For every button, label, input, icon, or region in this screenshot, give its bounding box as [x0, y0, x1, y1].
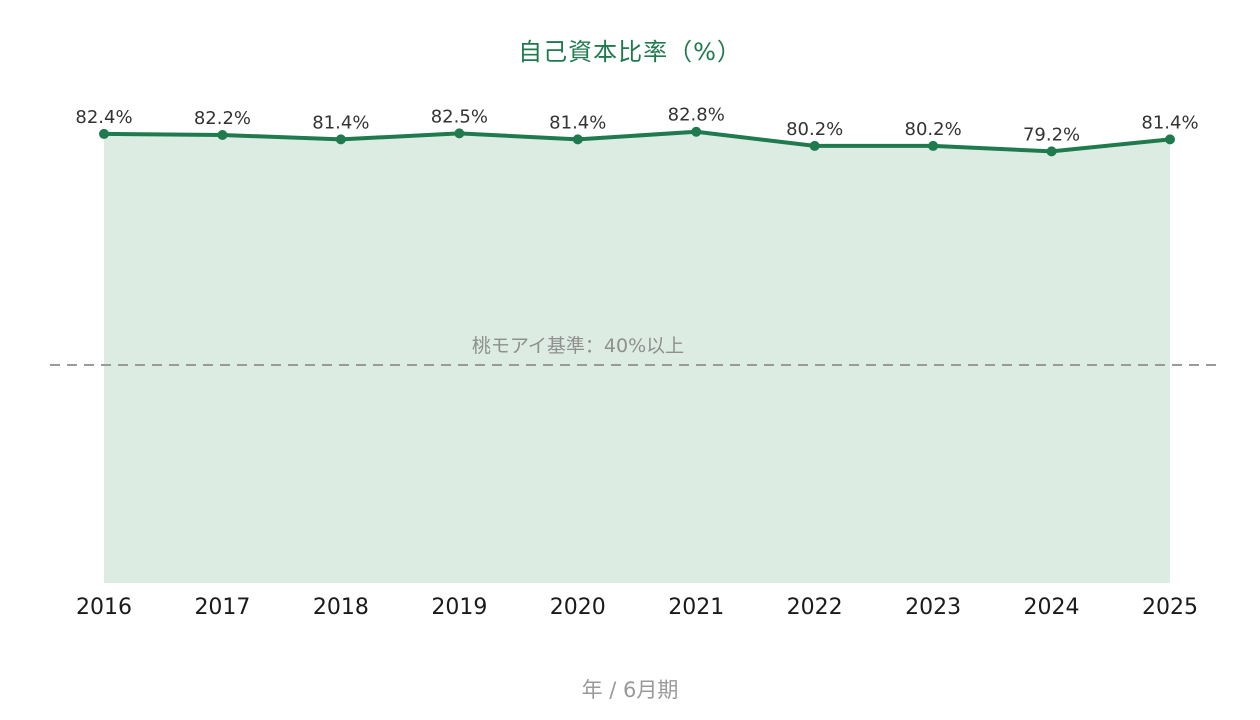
x-tick-2022: 2022 [787, 595, 843, 620]
data-point-2018 [335, 134, 346, 145]
x-tick-2021: 2021 [668, 595, 724, 620]
data-point-2020 [572, 134, 583, 145]
x-tick-labels: 2016 2017 2018 2019 2020 2021 2022 2023 2024 2025 [76, 595, 1198, 620]
data-label-2019: 82.5% [431, 106, 488, 127]
data-point-2024 [1046, 146, 1057, 157]
data-point-2025 [1165, 134, 1175, 145]
data-label-2022: 80.2% [786, 119, 843, 140]
area-fill [104, 131, 1170, 584]
data-points [99, 126, 1175, 157]
threshold-label: 桃モアイ基準：40%以上 [472, 335, 684, 357]
data-point-2021 [691, 126, 702, 137]
x-tick-2025: 2025 [1142, 595, 1198, 620]
series-line [102, 129, 1172, 154]
data-label-2018: 81.4% [312, 112, 369, 133]
x-tick-2016: 2016 [76, 595, 132, 620]
data-point-2022 [809, 140, 820, 151]
data-labels: 82.4% 82.2% 81.4% 82.5% 81.4% 82.8% 80.2% 80.2%… [75, 105, 1198, 146]
chart-title: 自己資本比率（%） [518, 38, 742, 66]
x-tick-2024: 2024 [1024, 595, 1080, 620]
data-label-2017: 82.2% [194, 108, 251, 129]
data-label-2016: 82.4% [75, 107, 132, 128]
data-label-2025: 81.4% [1141, 112, 1198, 133]
data-label-2020: 81.4% [549, 112, 606, 133]
x-tick-2020: 2020 [550, 595, 606, 620]
data-point-2017 [217, 130, 228, 141]
x-tick-2017: 2017 [194, 595, 250, 620]
data-point-2023 [928, 140, 939, 151]
data-label-2024: 79.2% [1023, 124, 1080, 145]
x-tick-2019: 2019 [431, 595, 487, 620]
x-axis-label: 年 / 6月期 [581, 678, 679, 702]
x-tick-2023: 2023 [905, 595, 961, 620]
data-label-2021: 82.8% [668, 105, 725, 126]
data-label-2023: 80.2% [905, 119, 962, 140]
x-tick-2018: 2018 [313, 595, 369, 620]
data-point-2019 [454, 128, 465, 139]
data-point-2016 [99, 128, 109, 139]
